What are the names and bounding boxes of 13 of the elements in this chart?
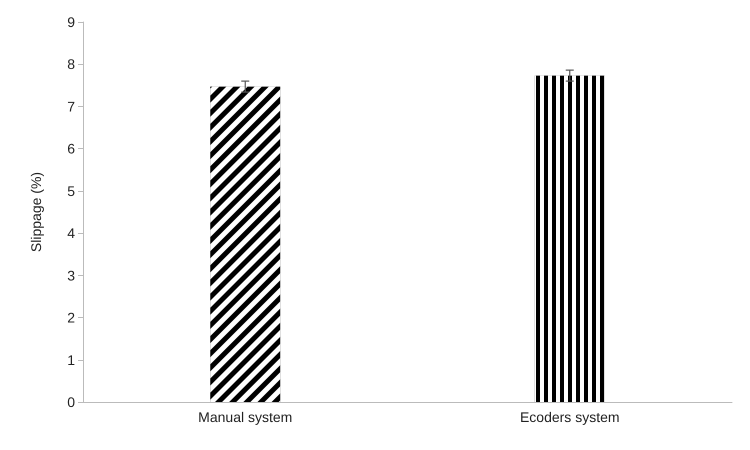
y-tick-label: 0 (67, 394, 76, 410)
y-tick-label: 7 (67, 98, 76, 114)
y-tick-label: 4 (67, 225, 76, 242)
y-tick-label: 9 (67, 14, 76, 30)
y-tick-label: 8 (67, 56, 76, 72)
y-tick-label: 2 (67, 310, 76, 326)
y-tick-label: 1 (67, 352, 76, 368)
y-tick-label: 3 (67, 267, 76, 284)
x-tick-label: Manual system (198, 409, 292, 425)
y-tick-label: 6 (67, 140, 76, 157)
x-tick-label: Ecoders system (520, 409, 620, 425)
y-axis-title: Slippage (%) (28, 172, 44, 252)
y-tick-label: 5 (67, 182, 76, 199)
